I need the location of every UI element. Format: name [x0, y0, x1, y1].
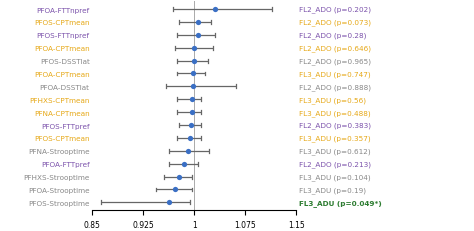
Text: FL2_ADO (p=0.383): FL2_ADO (p=0.383): [299, 122, 371, 129]
Text: FL2_ADO (p=0.213): FL2_ADO (p=0.213): [299, 161, 371, 167]
Text: FL3_ADU (p=0.747): FL3_ADU (p=0.747): [299, 71, 371, 78]
Text: FL2_ADO (p=0.888): FL2_ADO (p=0.888): [299, 84, 371, 90]
Text: FL2_ADO (p=0.646): FL2_ADO (p=0.646): [299, 45, 371, 52]
Text: FL3_ADU (p=0.19): FL3_ADU (p=0.19): [299, 186, 366, 193]
Text: FL3_ADU (p=0.612): FL3_ADU (p=0.612): [299, 148, 371, 155]
Text: FL2_ADO (p=0.965): FL2_ADO (p=0.965): [299, 58, 371, 65]
Text: FL3_ADU (p=0.56): FL3_ADU (p=0.56): [299, 97, 366, 103]
Text: FL2_ADO (p=0.073): FL2_ADO (p=0.073): [299, 19, 371, 26]
Text: FL3_ADU (p=0.357): FL3_ADU (p=0.357): [299, 135, 371, 142]
Text: FL2_ADO (p=0.202): FL2_ADO (p=0.202): [299, 7, 371, 13]
Text: FL2_ADO (p=0.28): FL2_ADO (p=0.28): [299, 32, 366, 39]
Text: FL3_ADU (p=0.488): FL3_ADU (p=0.488): [299, 109, 371, 116]
Text: FL3_ADU (p=0.049*): FL3_ADU (p=0.049*): [299, 199, 382, 206]
Text: FL3_ADU (p=0.104): FL3_ADU (p=0.104): [299, 173, 371, 180]
